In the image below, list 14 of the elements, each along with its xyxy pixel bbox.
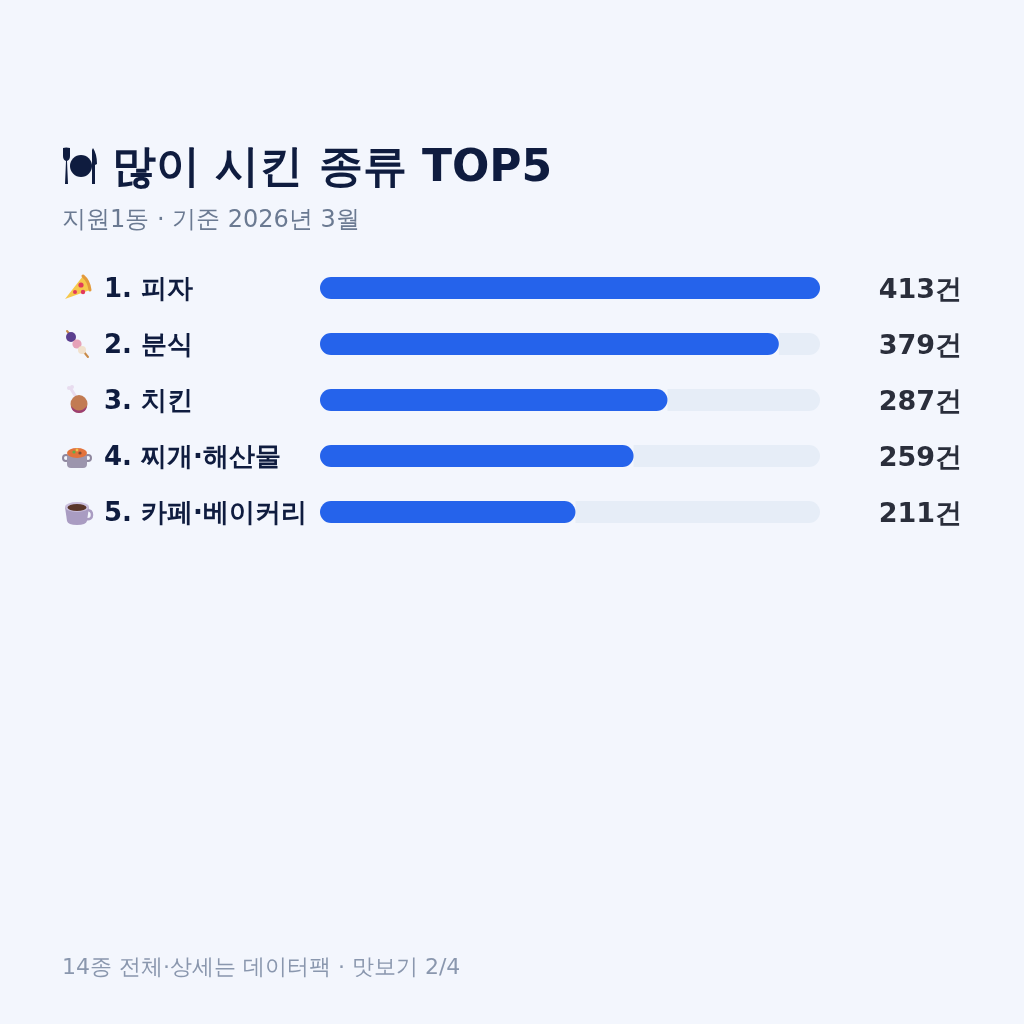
text: 14종 전체·상세는 데이터팩 · 맛보기 2/4 <box>62 953 461 981</box>
y-tick-label: 4. 찌개·해산물 <box>104 441 281 472</box>
data-label: 259건 <box>878 440 962 472</box>
y-tick-label: 5. 카페·베이커리 <box>104 497 307 528</box>
chart-title: 많이 시킨 종류 TOP5 <box>112 139 553 193</box>
bar <box>320 277 820 299</box>
y-tick-label: 1. 피자 <box>104 273 194 304</box>
data-label: 287건 <box>878 384 962 416</box>
data-label: 413건 <box>878 272 962 304</box>
data-label: 211건 <box>878 496 962 528</box>
y-tick-label: 3. 치킨 <box>104 385 194 416</box>
data-label: 379건 <box>878 328 962 360</box>
y-tick-label: 2. 분식 <box>104 329 194 360</box>
chart-subtitle: 지원1동 · 기준 2026년 3월 <box>62 204 360 235</box>
